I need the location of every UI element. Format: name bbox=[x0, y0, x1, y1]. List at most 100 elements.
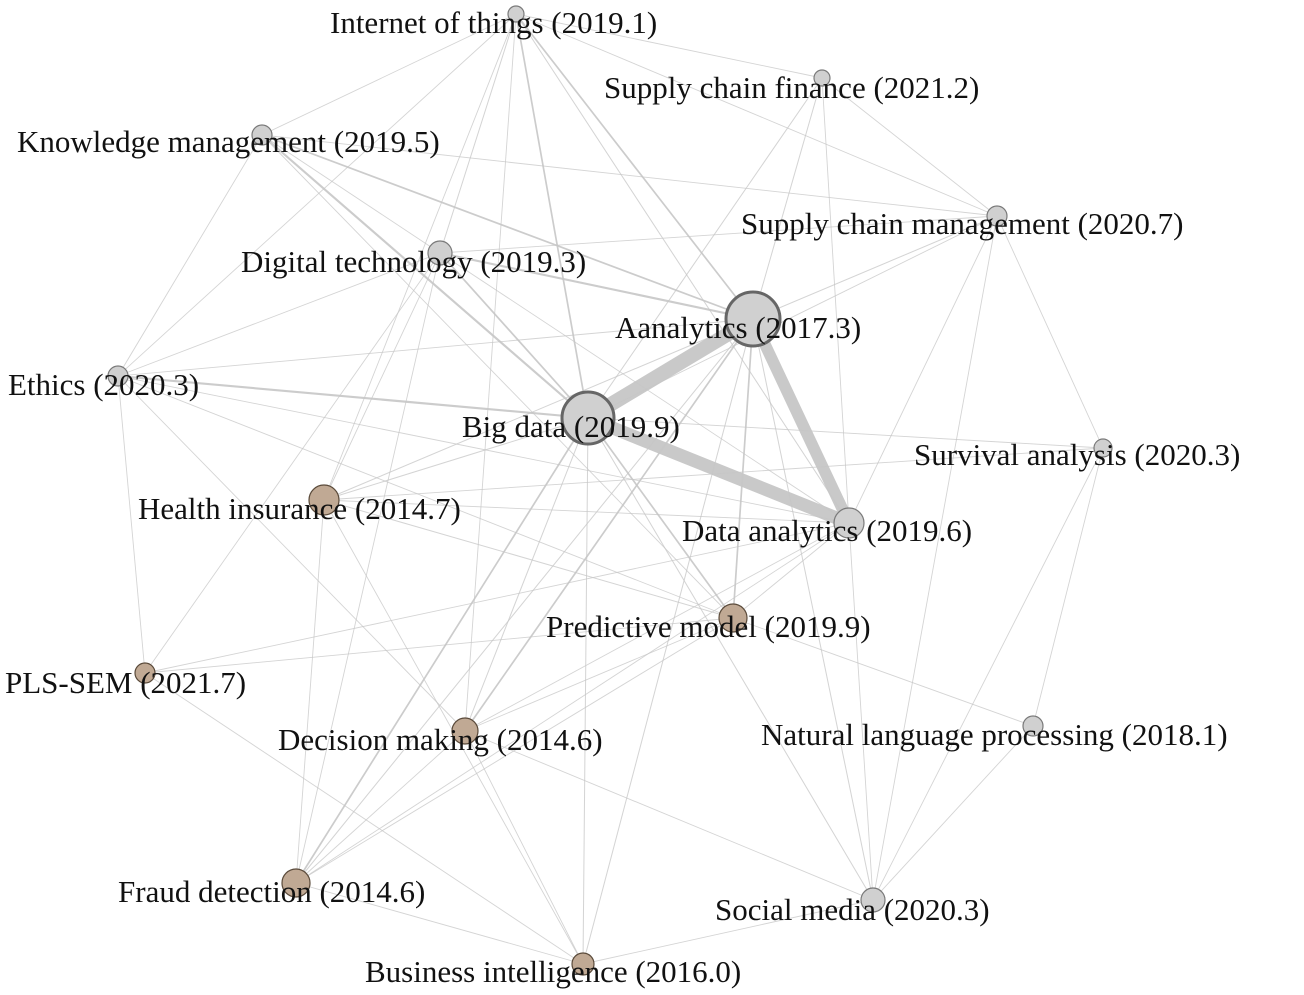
edge-da-dm bbox=[464, 522, 850, 732]
edge-iot-scf bbox=[515, 13, 823, 79]
edge-iot-dt bbox=[439, 13, 517, 254]
node-fd[interactable] bbox=[281, 868, 311, 898]
edge-pm-pls bbox=[144, 617, 734, 674]
edge-bd-bi bbox=[582, 417, 589, 965]
edge-pls-bi bbox=[144, 672, 584, 965]
edge-km-dt bbox=[261, 134, 441, 254]
edge-an-fd bbox=[295, 318, 754, 884]
edge-dt-an bbox=[438, 251, 755, 321]
edge-iot-da bbox=[515, 13, 850, 524]
edge-iot-dm bbox=[464, 13, 517, 732]
edge-dm-bi bbox=[464, 730, 584, 965]
node-label-sm: Social media (2020.3) bbox=[715, 892, 990, 927]
edge-scf-bd bbox=[587, 77, 823, 419]
edge-iot-an bbox=[515, 13, 754, 320]
edge-iot-bd bbox=[515, 13, 589, 419]
node-label-pls: PLS-SEM (2021.7) bbox=[5, 665, 246, 700]
edge-bd-an bbox=[580, 311, 761, 426]
node-label-iot: Internet of things (2019.1) bbox=[330, 5, 657, 40]
edge-bd-pm bbox=[587, 417, 734, 619]
edge-dt-hi bbox=[323, 252, 441, 501]
edge-pm-dm bbox=[464, 617, 734, 732]
edge-nlp-sa bbox=[1032, 447, 1104, 727]
node-km[interactable] bbox=[251, 124, 273, 146]
node-label-nlp: Natural language processing (2018.1) bbox=[761, 717, 1228, 752]
node-label-scm: Supply chain management (2020.7) bbox=[741, 206, 1184, 241]
edge-an-bi bbox=[582, 318, 754, 965]
edge-iot-eth bbox=[117, 13, 517, 377]
node-label-bi: Business intelligence (2016.0) bbox=[365, 954, 741, 989]
node-label-dm: Decision making (2014.6) bbox=[278, 722, 603, 757]
edge-scm-km bbox=[261, 134, 998, 217]
edge-bd-sm bbox=[587, 417, 874, 901]
node-label-da: Data analytics (2019.6) bbox=[682, 513, 972, 548]
edge-da-pm bbox=[732, 522, 850, 619]
node-label-an: Aanalytics (2017.3) bbox=[615, 310, 861, 345]
node-eth[interactable] bbox=[107, 365, 129, 387]
edge-layer bbox=[116, 13, 1104, 965]
edge-pm-nlp bbox=[732, 617, 1034, 727]
edge-pm-fd bbox=[295, 617, 734, 884]
node-label-bd: Big data (2019.9) bbox=[462, 409, 680, 444]
edge-dt-eth bbox=[117, 252, 441, 377]
edge-bd-hi bbox=[323, 417, 589, 501]
edge-scm-sm bbox=[872, 215, 998, 901]
node-scf[interactable] bbox=[813, 69, 831, 87]
edge-da-sm bbox=[848, 522, 874, 901]
node-label-sa: Survival analysis (2020.3) bbox=[914, 437, 1240, 472]
node-pls[interactable] bbox=[134, 662, 156, 684]
edge-an-pm bbox=[732, 318, 754, 619]
node-label-fd: Fraud detection (2014.6) bbox=[118, 874, 425, 909]
edge-scm-da bbox=[848, 215, 998, 524]
edge-da-pls bbox=[144, 522, 850, 674]
edge-pls-eth bbox=[117, 375, 146, 674]
node-label-scf: Supply chain finance (2021.2) bbox=[604, 70, 979, 105]
edge-hi-pm bbox=[323, 499, 734, 619]
edge-eth-an bbox=[117, 318, 754, 377]
edge-dt-fd bbox=[295, 252, 441, 884]
edge-sa-hi bbox=[323, 447, 1104, 501]
edge-km-an bbox=[261, 134, 754, 320]
edge-iot-km bbox=[261, 13, 517, 136]
node-nlp[interactable] bbox=[1022, 715, 1044, 737]
edge-dm-eth bbox=[117, 375, 466, 732]
edge-fd-bi bbox=[295, 882, 584, 965]
node-scm[interactable] bbox=[986, 205, 1008, 227]
edge-scf-an bbox=[752, 77, 823, 320]
edge-an-sm bbox=[752, 318, 874, 901]
edge-an-dm bbox=[464, 318, 754, 732]
edge-eth-da bbox=[117, 375, 850, 524]
edge-scm-sa bbox=[996, 215, 1104, 449]
edge-iot-hi bbox=[323, 13, 517, 501]
edge-bd-sa bbox=[587, 417, 1104, 449]
node-iot[interactable] bbox=[507, 5, 525, 23]
edge-sa-sm bbox=[872, 447, 1104, 901]
node-sa[interactable] bbox=[1093, 438, 1113, 458]
edge-scm-an bbox=[752, 215, 998, 320]
edge-eth-bd bbox=[116, 374, 590, 420]
edge-scf-da bbox=[821, 77, 850, 524]
node-bd[interactable] bbox=[560, 390, 616, 446]
edge-dt-da bbox=[439, 252, 850, 524]
edge-hi-da bbox=[323, 499, 850, 524]
label-layer: Internet of things (2019.1) Supply chain … bbox=[5, 5, 1240, 989]
node-bi[interactable] bbox=[571, 952, 595, 976]
node-sm[interactable] bbox=[860, 887, 886, 913]
edge-bd-fd bbox=[295, 417, 589, 884]
node-dm[interactable] bbox=[451, 717, 479, 745]
node-dt[interactable] bbox=[427, 240, 453, 266]
node-da[interactable] bbox=[833, 507, 865, 539]
edge-bd-dm bbox=[464, 417, 589, 732]
edge-nlp-sm bbox=[872, 725, 1034, 901]
node-hi[interactable] bbox=[308, 484, 340, 516]
edge-dm-fd bbox=[295, 730, 466, 884]
edge-dt-bd bbox=[439, 252, 589, 419]
node-an[interactable] bbox=[724, 290, 782, 348]
node-label-hi: Health insurance (2014.7) bbox=[138, 491, 461, 526]
edge-km-pm bbox=[261, 134, 734, 619]
node-pm[interactable] bbox=[718, 603, 748, 633]
node-label-dt: Digital technology (2019.3) bbox=[241, 244, 586, 279]
node-label-pm: Predictive model (2019.9) bbox=[546, 609, 871, 644]
edge-km-eth bbox=[117, 134, 263, 377]
